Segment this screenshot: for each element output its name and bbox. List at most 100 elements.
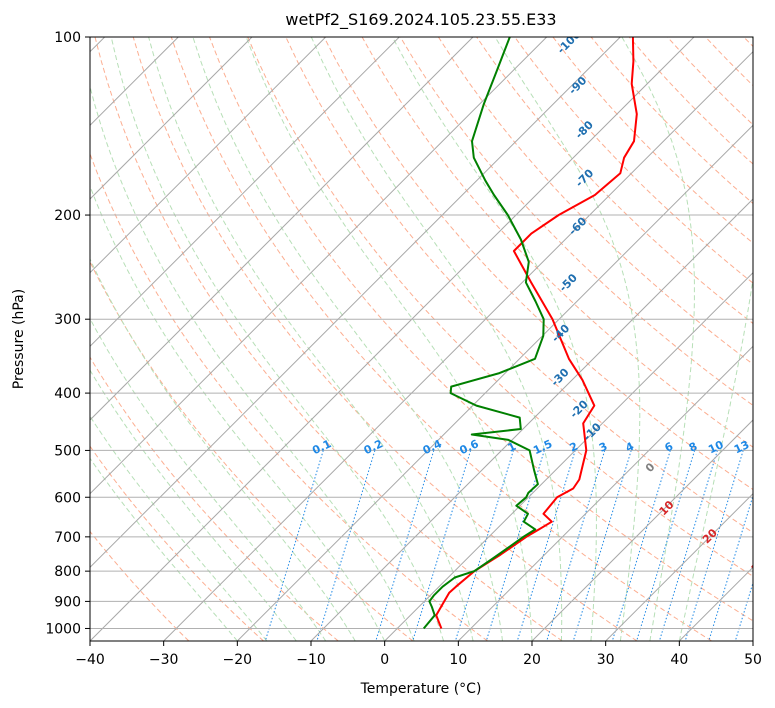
dry-adiabat (399, 37, 753, 407)
dry-adiabat (667, 37, 753, 126)
y-tick-label: 300 (54, 312, 81, 328)
mixing-ratio-label: 6 (663, 440, 676, 455)
mixing-ratio-line (572, 450, 632, 641)
x-tick-label: 10 (449, 652, 467, 668)
chart-title: wetPf2_S169.2024.105.23.55.E33 (285, 10, 556, 30)
mixing-ratio-line (734, 581, 753, 641)
mixing-ratio-label: 0.6 (458, 437, 481, 457)
dry-adiabat-label: -90 (566, 74, 589, 97)
mixing-ratio-line (546, 450, 606, 641)
dry-adiabat (361, 37, 753, 448)
dry-adiabat-label: -70 (573, 166, 596, 189)
isotherm (310, 198, 753, 641)
y-tick-label: 1000 (45, 621, 81, 637)
mixing-ratio-label: 8 (687, 440, 699, 455)
mixing-ratio-label: 3 (597, 440, 609, 455)
mixing-ratio-label: 0.1 (310, 437, 333, 457)
moist-adiabat (391, 37, 597, 641)
isotherm (90, 37, 327, 274)
isotherm (531, 419, 753, 641)
dry-adiabat-label: -100 (555, 28, 584, 57)
y-axis: 100 200 300 400 500 600 700 800 900 1000 (45, 30, 90, 637)
mixing-ratio-label: 13 (732, 438, 751, 456)
isotherm (90, 37, 621, 569)
mixing-ratio-label: 10 (706, 438, 726, 456)
moist-adiabat (678, 37, 753, 641)
mixing-ratio-line (636, 450, 696, 641)
x-tick-label: 0 (380, 652, 389, 668)
moist-adiabat (90, 84, 415, 641)
background-lines (90, 37, 775, 641)
x-axis: −40 −30 −20 −10 0 10 20 30 40 50 (75, 641, 762, 668)
dry-adiabat (209, 37, 753, 622)
x-tick-label: 30 (597, 652, 615, 668)
moist-adiabat (110, 37, 445, 641)
dry-adiabat (90, 356, 339, 641)
moist-adiabat (245, 37, 533, 641)
moist-adiabat (90, 184, 386, 641)
moist-adiabat (148, 37, 474, 641)
profile-lines (422, 37, 638, 630)
x-axis-label: Temperature (°C) (360, 681, 482, 697)
moist-adiabat (90, 415, 268, 641)
mixing-ratio-line (760, 450, 775, 641)
moist-adiabat (90, 369, 297, 641)
dry-adiabat (132, 37, 638, 641)
dry-adiabat (247, 37, 753, 577)
moist-adiabat-label: 10 (657, 498, 677, 518)
isotherm (90, 37, 695, 641)
isotherm (457, 345, 753, 641)
isotherm (678, 566, 753, 641)
dry-adiabat (94, 37, 563, 641)
y-tick-label: 900 (54, 594, 81, 610)
isotherm (752, 640, 753, 641)
y-tick-label: 200 (54, 208, 81, 224)
plot-frame (89, 36, 754, 642)
moist-adiabat (90, 457, 238, 641)
dry-adiabat (437, 37, 753, 365)
y-tick-label: 800 (54, 564, 81, 580)
dry-adiabat (90, 152, 488, 641)
isotherm (384, 271, 753, 641)
dry-adiabat (514, 37, 753, 284)
x-tick-label: −10 (296, 652, 326, 668)
moist-adiabat (621, 37, 695, 641)
y-axis-label: Pressure (hPa) (11, 289, 27, 389)
moist-adiabat (310, 37, 563, 641)
dry-adiabat-label: -30 (548, 366, 571, 389)
dry-adiabat (90, 260, 414, 641)
y-tick-label: 100 (54, 30, 81, 46)
dry-adiabat (743, 37, 753, 48)
moist-adiabat (192, 37, 503, 641)
mixing-ratio-label: 16 (756, 438, 775, 456)
isotherm (163, 50, 753, 641)
mixing-ratio-label: 1 (506, 440, 518, 455)
x-tick-label: 50 (744, 652, 762, 668)
isotherm (90, 37, 474, 421)
moist-adiabat (90, 257, 356, 641)
dry-adiabat (90, 530, 190, 641)
moist-adiabat-label: 0 (643, 460, 658, 475)
mixing-ratio-line (264, 450, 324, 641)
y-tick-label: 700 (54, 530, 81, 546)
x-tick-label: 20 (523, 652, 541, 668)
mixing-ratio-label: 1.5 (531, 437, 554, 457)
y-tick-label: 400 (54, 386, 81, 402)
dry-adiabat (705, 37, 753, 87)
dry-adiabat (323, 37, 753, 491)
x-tick-label: 40 (670, 652, 688, 668)
dewpoint-profile (422, 37, 545, 630)
dry-adiabat (170, 37, 712, 641)
isotherm (90, 37, 548, 495)
dry-adiabat (476, 37, 753, 325)
mixing-ratio-line (708, 494, 753, 641)
isotherm (236, 124, 753, 641)
dry-adiabat (590, 37, 753, 205)
moist-adiabat-label: 30 (749, 555, 769, 575)
mixing-ratio-label: 0.2 (362, 437, 385, 457)
x-tick-label: −30 (149, 652, 179, 668)
moist-adiabat (90, 317, 327, 641)
gridlines (90, 37, 753, 641)
isotherm (605, 492, 753, 641)
